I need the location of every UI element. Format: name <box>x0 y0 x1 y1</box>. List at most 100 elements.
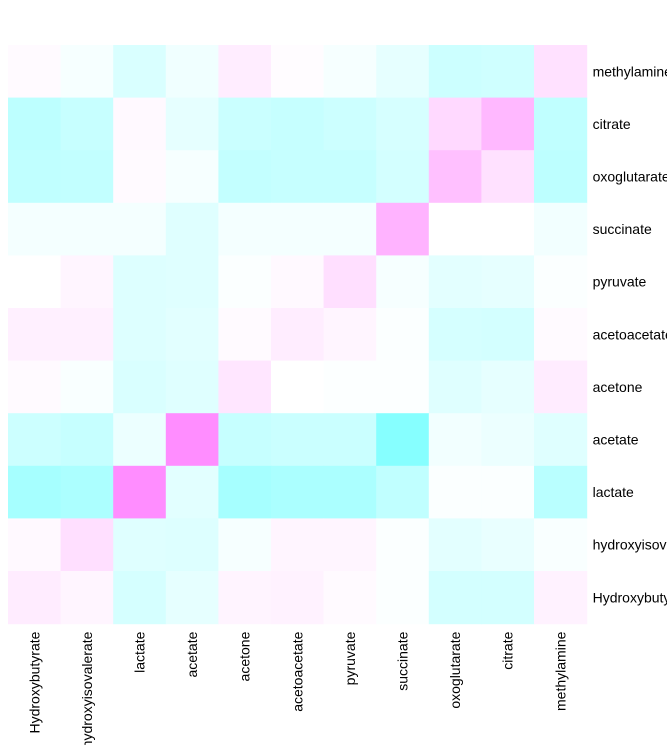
heatmap-cell <box>428 202 482 256</box>
heatmap-cell <box>113 360 167 414</box>
heatmap-cell <box>428 571 482 625</box>
heatmap-cell <box>481 45 535 99</box>
heatmap-cell <box>218 150 272 204</box>
heatmap-cell <box>271 308 325 362</box>
heatmap-cell <box>534 202 588 256</box>
heatmap-cell <box>323 97 377 151</box>
heatmap-cell <box>376 413 430 467</box>
heatmap-cell <box>271 360 325 414</box>
heatmap-cell <box>271 255 325 309</box>
heatmap-cell <box>534 97 588 151</box>
heatmap-cell <box>323 360 377 414</box>
heatmap-cell <box>428 45 482 99</box>
heatmap-cell <box>165 97 219 151</box>
heatmap-cell <box>428 308 482 362</box>
heatmap-cell <box>60 255 114 309</box>
heatmap-cell <box>113 518 167 572</box>
heatmap-cell <box>534 571 588 625</box>
heatmap-cell <box>481 465 535 519</box>
heatmap-cell <box>428 360 482 414</box>
heatmap-cell <box>8 413 62 467</box>
heatmap-cell <box>165 571 219 625</box>
heatmap-cell <box>323 465 377 519</box>
heatmap-cell <box>8 202 62 256</box>
heatmap-cell <box>376 150 430 204</box>
heatmap-cell <box>323 518 377 572</box>
heatmap-cell <box>481 308 535 362</box>
heatmap-cell <box>376 45 430 99</box>
row-label: hydroxyisovalerate <box>593 537 667 553</box>
heatmap-cell <box>323 202 377 256</box>
row-label: acetoacetate <box>593 326 667 342</box>
row-label: oxoglutarate <box>593 169 667 185</box>
heatmap-cell <box>271 518 325 572</box>
heatmap-cell <box>8 308 62 362</box>
heatmap-cell <box>165 255 219 309</box>
column-label: acetone <box>237 631 253 681</box>
row-label: citrate <box>593 116 631 132</box>
heatmap-cell <box>481 97 535 151</box>
heatmap-cell <box>165 202 219 256</box>
heatmap-cell <box>271 97 325 151</box>
heatmap-cell <box>534 255 588 309</box>
heatmap-cell <box>323 150 377 204</box>
heatmap-cell <box>428 413 482 467</box>
heatmap-cell <box>113 413 167 467</box>
heatmap-cell <box>165 360 219 414</box>
heatmap-cell <box>534 465 588 519</box>
heatmap-cell <box>113 45 167 99</box>
heatmap-cell <box>376 360 430 414</box>
heatmap-cell <box>60 465 114 519</box>
heatmap-cell <box>376 465 430 519</box>
heatmap-cell <box>481 150 535 204</box>
heatmap-cell <box>218 255 272 309</box>
heatmap-cell <box>481 413 535 467</box>
heatmap-cell <box>271 150 325 204</box>
heatmap-cell <box>60 150 114 204</box>
column-label: hydroxyisovalerate <box>79 631 95 745</box>
row-label: succinate <box>593 221 652 237</box>
heatmap-cell <box>481 202 535 256</box>
heatmap-cell <box>113 308 167 362</box>
heatmap-cell <box>534 308 588 362</box>
row-labels: methylamine citrate oxoglutarate succinate p… <box>593 63 667 605</box>
column-label: pyruvate <box>342 631 358 685</box>
heatmap-cell <box>534 45 588 99</box>
heatmap-cell <box>481 360 535 414</box>
row-label: methylamine <box>593 63 667 79</box>
heatmap-cell <box>534 150 588 204</box>
heatmap-cell <box>60 413 114 467</box>
column-label: lactate <box>132 631 148 672</box>
heatmap-cell <box>60 45 114 99</box>
heatmap-cell <box>218 308 272 362</box>
column-label: methylamine <box>552 631 568 711</box>
heatmap-cell <box>376 308 430 362</box>
heatmap-cell <box>60 97 114 151</box>
heatmap-cell <box>60 308 114 362</box>
heatmap-cell <box>376 97 430 151</box>
heatmap-cell <box>165 518 219 572</box>
heatmap-cell <box>428 97 482 151</box>
heatmap-cell <box>113 571 167 625</box>
column-label: acetate <box>184 631 200 677</box>
heatmap-cell <box>218 413 272 467</box>
heatmap-cell <box>271 465 325 519</box>
heatmap-cell <box>165 413 219 467</box>
heatmap-cell <box>113 465 167 519</box>
heatmap-cell <box>376 202 430 256</box>
heatmap-cell <box>113 150 167 204</box>
row-label: acetate <box>593 432 639 448</box>
heatmap-cell <box>428 518 482 572</box>
heatmap-cell <box>271 413 325 467</box>
heatmap-cell <box>376 255 430 309</box>
heatmap-cell <box>323 255 377 309</box>
column-label: citrate <box>500 631 516 669</box>
heatmap-cell <box>481 518 535 572</box>
row-label: pyruvate <box>593 274 647 290</box>
heatmap-cell <box>271 571 325 625</box>
heatmap-cell <box>481 571 535 625</box>
heatmap-cell <box>8 97 62 151</box>
heatmap-cell <box>376 518 430 572</box>
heatmap-cell <box>218 97 272 151</box>
heatmap-cell <box>8 360 62 414</box>
